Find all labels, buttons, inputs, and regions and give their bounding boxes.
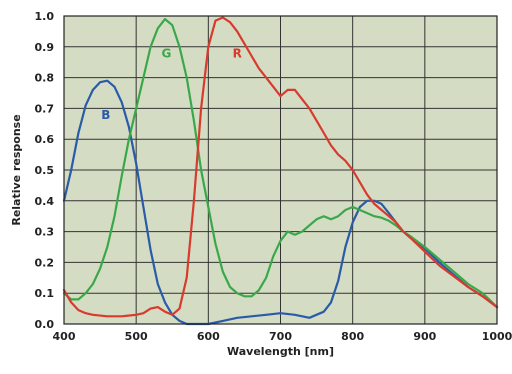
x-tick-label: 1000 [482, 330, 512, 343]
y-tick-label: 0.5 [35, 164, 55, 177]
x-tick-label: 800 [341, 330, 364, 343]
x-tick-label: 900 [413, 330, 436, 343]
y-tick-label: 0.6 [35, 133, 55, 146]
y-tick-label: 1.0 [35, 10, 55, 23]
y-tick-label: 0.1 [35, 287, 55, 300]
series-label-G: G [162, 47, 172, 61]
x-tick-labels: 400 500 600 700 800 900 1000 [53, 330, 512, 343]
y-tick-label: 0.9 [35, 41, 55, 54]
series-line-R [62, 16, 499, 318]
y-tick-label: 0.0 [35, 318, 55, 331]
series-lines [62, 16, 499, 326]
y-axis-label: Relative response [10, 114, 23, 225]
x-tick-label: 400 [53, 330, 76, 343]
y-tick-labels: 0.0 0.1 0.2 0.3 0.4 0.5 0.6 0.7 0.8 0.9 1.0 [35, 10, 55, 331]
series-line-G [62, 18, 499, 309]
y-tick-label: 0.7 [35, 102, 55, 115]
y-tick-label: 0.2 [35, 256, 55, 269]
x-tick-label: 600 [197, 330, 220, 343]
y-tick-label: 0.4 [35, 195, 55, 208]
series-label-R: R [233, 47, 242, 61]
plot-frame [63, 15, 498, 325]
series-label-B: B [101, 108, 110, 122]
y-tick-label: 0.3 [35, 226, 55, 239]
y-tick-label: 0.8 [35, 72, 55, 85]
series-labels: B G R [101, 47, 242, 123]
x-tick-label: 700 [269, 330, 292, 343]
x-axis-label: Wavelength [nm] [227, 345, 334, 358]
x-tick-label: 500 [125, 330, 148, 343]
